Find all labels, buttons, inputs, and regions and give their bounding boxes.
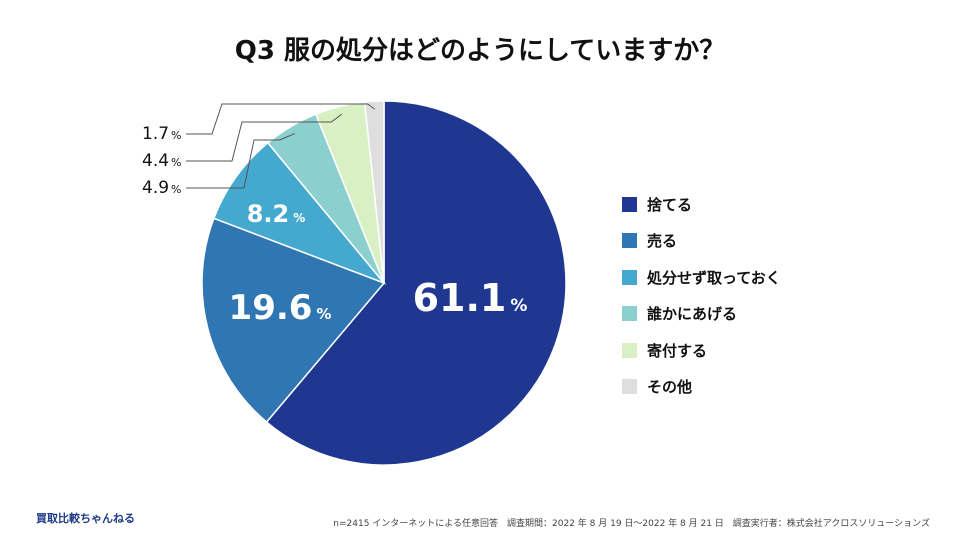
pie-slice-1: [201, 217, 386, 424]
pie-slice-2: [212, 141, 387, 285]
leader-line-3: [186, 133, 296, 189]
legend-label: 処分せず取っておく: [647, 268, 781, 287]
slice-value-label-4: 4.4%: [142, 151, 182, 171]
legend-label: その他: [647, 378, 693, 397]
slice-value-label-5: 1.7%: [142, 124, 182, 144]
brand-name: 買取比較ちゃんねる: [36, 512, 135, 525]
slice-value-label-2: 8.2%: [247, 200, 306, 228]
legend-item-4: 寄付する: [622, 332, 781, 369]
slice-value-label-1: 19.6%: [229, 288, 332, 328]
leader-line-4: [186, 113, 343, 162]
legend-item-1: 売る: [622, 223, 781, 260]
chart-title: Q3 服の処分はどのようにしていますか？: [234, 36, 726, 66]
legend-swatch: [622, 269, 637, 285]
legend-label: 寄付する: [647, 341, 708, 360]
legend: 捨てる売る処分せず取っておく 誰かにあげる 寄付するその他: [622, 186, 781, 405]
legend-item-2: 処分せず取っておく: [622, 259, 781, 296]
slice-value-label-3: 4.9%: [142, 178, 182, 198]
legend-swatch: [622, 306, 637, 322]
legend-swatch: [622, 233, 637, 249]
leader-line-5: [186, 103, 376, 135]
legend-item-3: 誰かにあげる: [622, 296, 781, 333]
legend-item-5: その他: [622, 369, 781, 406]
legend-label: 誰かにあげる: [647, 305, 738, 324]
pie-slice-0: [265, 100, 567, 466]
legend-label: 捨てる: [647, 195, 693, 214]
pie-slice-5: [363, 100, 385, 284]
legend-swatch: [622, 342, 637, 358]
legend-label: 売る: [647, 232, 678, 251]
legend-swatch: [622, 196, 637, 212]
legend-swatch: [622, 379, 637, 395]
survey-footnote: n=2415 インターネットによる任意回答 調査期間：2022 年 8 月 19…: [333, 519, 930, 529]
legend-item-0: 捨てる: [622, 186, 781, 223]
slice-value-label-0: 61.1%: [413, 276, 528, 320]
